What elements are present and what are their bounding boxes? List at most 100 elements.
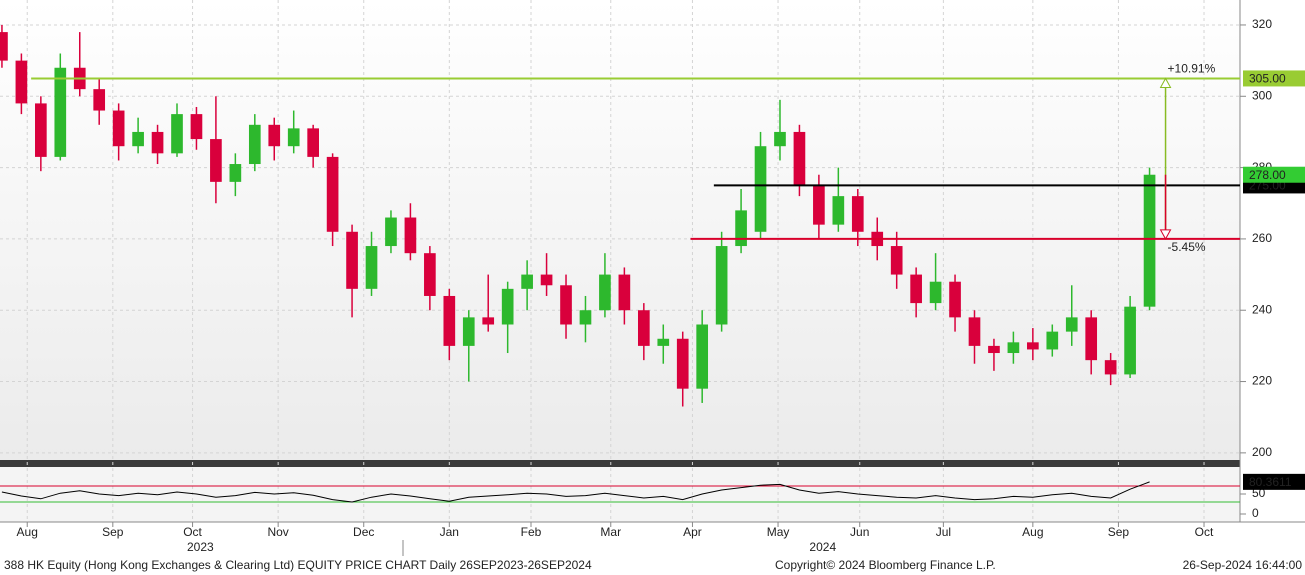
candle-body: [1065, 317, 1078, 332]
x-tick-label: Jun: [850, 525, 869, 539]
candle-body: [540, 274, 553, 286]
footer-left: 388 HK Equity (Hong Kong Exchanges & Cle…: [4, 558, 592, 572]
x-tick-label: Apr: [683, 525, 702, 539]
candle-body: [793, 131, 806, 186]
candle-body: [949, 281, 961, 318]
level-label: 305.00: [1249, 72, 1286, 86]
panel-divider: [0, 460, 1240, 467]
candle-body: [35, 103, 47, 157]
candle-body: [657, 338, 670, 346]
candle-body: [15, 60, 28, 104]
candle-body: [1007, 342, 1020, 354]
candle-body: [404, 217, 417, 254]
year-label: 2023: [187, 540, 214, 554]
footer-right: 26-Sep-2024 16:44:00: [1183, 558, 1303, 572]
candle-body: [579, 310, 592, 325]
rsi-line: [1, 481, 1150, 503]
candle-body: [346, 231, 358, 289]
rsi-last-box: [1243, 473, 1305, 490]
candle-body: [1085, 317, 1098, 361]
y-tick-label: 220: [1252, 374, 1272, 388]
candle-body: [968, 317, 981, 346]
candle-body: [599, 274, 611, 311]
candle-body: [248, 124, 261, 165]
candle-body: [618, 274, 631, 311]
candle-body: [210, 139, 222, 182]
candle-body: [307, 128, 319, 157]
candle-body: [424, 253, 436, 296]
y-tick-label: 240: [1252, 302, 1272, 316]
candle-body: [735, 210, 747, 247]
candle-body: [774, 131, 786, 147]
x-tick-label: May: [767, 525, 790, 539]
candle-body: [385, 217, 397, 247]
annotation-label: -5.45%: [1168, 240, 1206, 254]
candle-body: [988, 345, 1000, 354]
candle-body: [326, 156, 339, 232]
candle-body: [190, 114, 203, 140]
candle-body: [676, 338, 689, 389]
last-price-label: 278.00: [1249, 168, 1286, 182]
candle-body: [229, 164, 242, 182]
y-tick-label: 320: [1252, 17, 1272, 31]
candle-body: [929, 281, 942, 304]
x-tick-label: Oct: [1195, 525, 1214, 539]
candle-body: [637, 310, 650, 346]
candle-body: [890, 246, 903, 275]
candle-body: [171, 114, 183, 154]
candle-body: [112, 110, 125, 147]
x-tick-label: Nov: [267, 525, 288, 539]
x-tick-label: Sep: [1108, 525, 1130, 539]
candle-body: [443, 295, 456, 346]
candle-body: [268, 124, 281, 147]
last-price-box: [1243, 166, 1305, 183]
candle-body: [1104, 360, 1117, 375]
x-tick-label: Oct: [183, 525, 202, 539]
candle-body: [851, 196, 864, 232]
candle-body: [521, 274, 533, 289]
candle-body: [462, 317, 475, 346]
candle-body: [54, 67, 67, 157]
level-label-box: [1243, 70, 1305, 87]
candle-body: [560, 285, 572, 325]
candle-body: [0, 32, 8, 61]
x-tick-label: Dec: [353, 525, 374, 539]
candle-body: [482, 317, 495, 325]
candle-body: [1124, 306, 1136, 375]
arrow-head: [1159, 77, 1172, 88]
year-label: 2024: [809, 540, 836, 554]
x-tick-label: Aug: [1022, 525, 1043, 539]
candle-body: [832, 196, 845, 225]
y-tick-label: 260: [1252, 231, 1272, 245]
y-tick-label: 300: [1252, 88, 1272, 102]
footer-center: Copyright© 2024 Bloomberg Finance L.P.: [775, 558, 996, 572]
rsi-last-label: 80.3611: [1249, 475, 1292, 489]
x-tick-label: Aug: [17, 525, 38, 539]
candle-body: [696, 324, 709, 389]
candle-body: [151, 131, 164, 154]
x-tick-label: Sep: [102, 525, 124, 539]
candle-body: [1027, 342, 1039, 350]
candle-body: [501, 288, 514, 325]
candle-body: [1143, 174, 1156, 307]
x-tick-label: Feb: [521, 525, 542, 539]
x-tick-label: Mar: [600, 525, 621, 539]
candle-body: [287, 128, 300, 147]
x-tick-label: Jan: [440, 525, 459, 539]
price-panel: [0, 0, 1240, 460]
candle-body: [365, 246, 378, 289]
candle-body: [715, 246, 728, 325]
candle-body: [132, 131, 144, 147]
marks: Aug Sep Oct Nov Dec Jan Feb Mar Apr May Jun Jul Aug S…: [0, 0, 1305, 554]
candle-body: [813, 185, 825, 225]
annotation-label: +10.91%: [1168, 62, 1216, 76]
candle-body: [93, 89, 106, 111]
candle-body: [1046, 331, 1059, 350]
x-tick-label: Jul: [936, 525, 951, 539]
y-tick-label: 200: [1252, 445, 1272, 459]
arrow-head: [1159, 229, 1172, 240]
candle-body: [754, 146, 767, 232]
candle-body: [910, 274, 922, 304]
